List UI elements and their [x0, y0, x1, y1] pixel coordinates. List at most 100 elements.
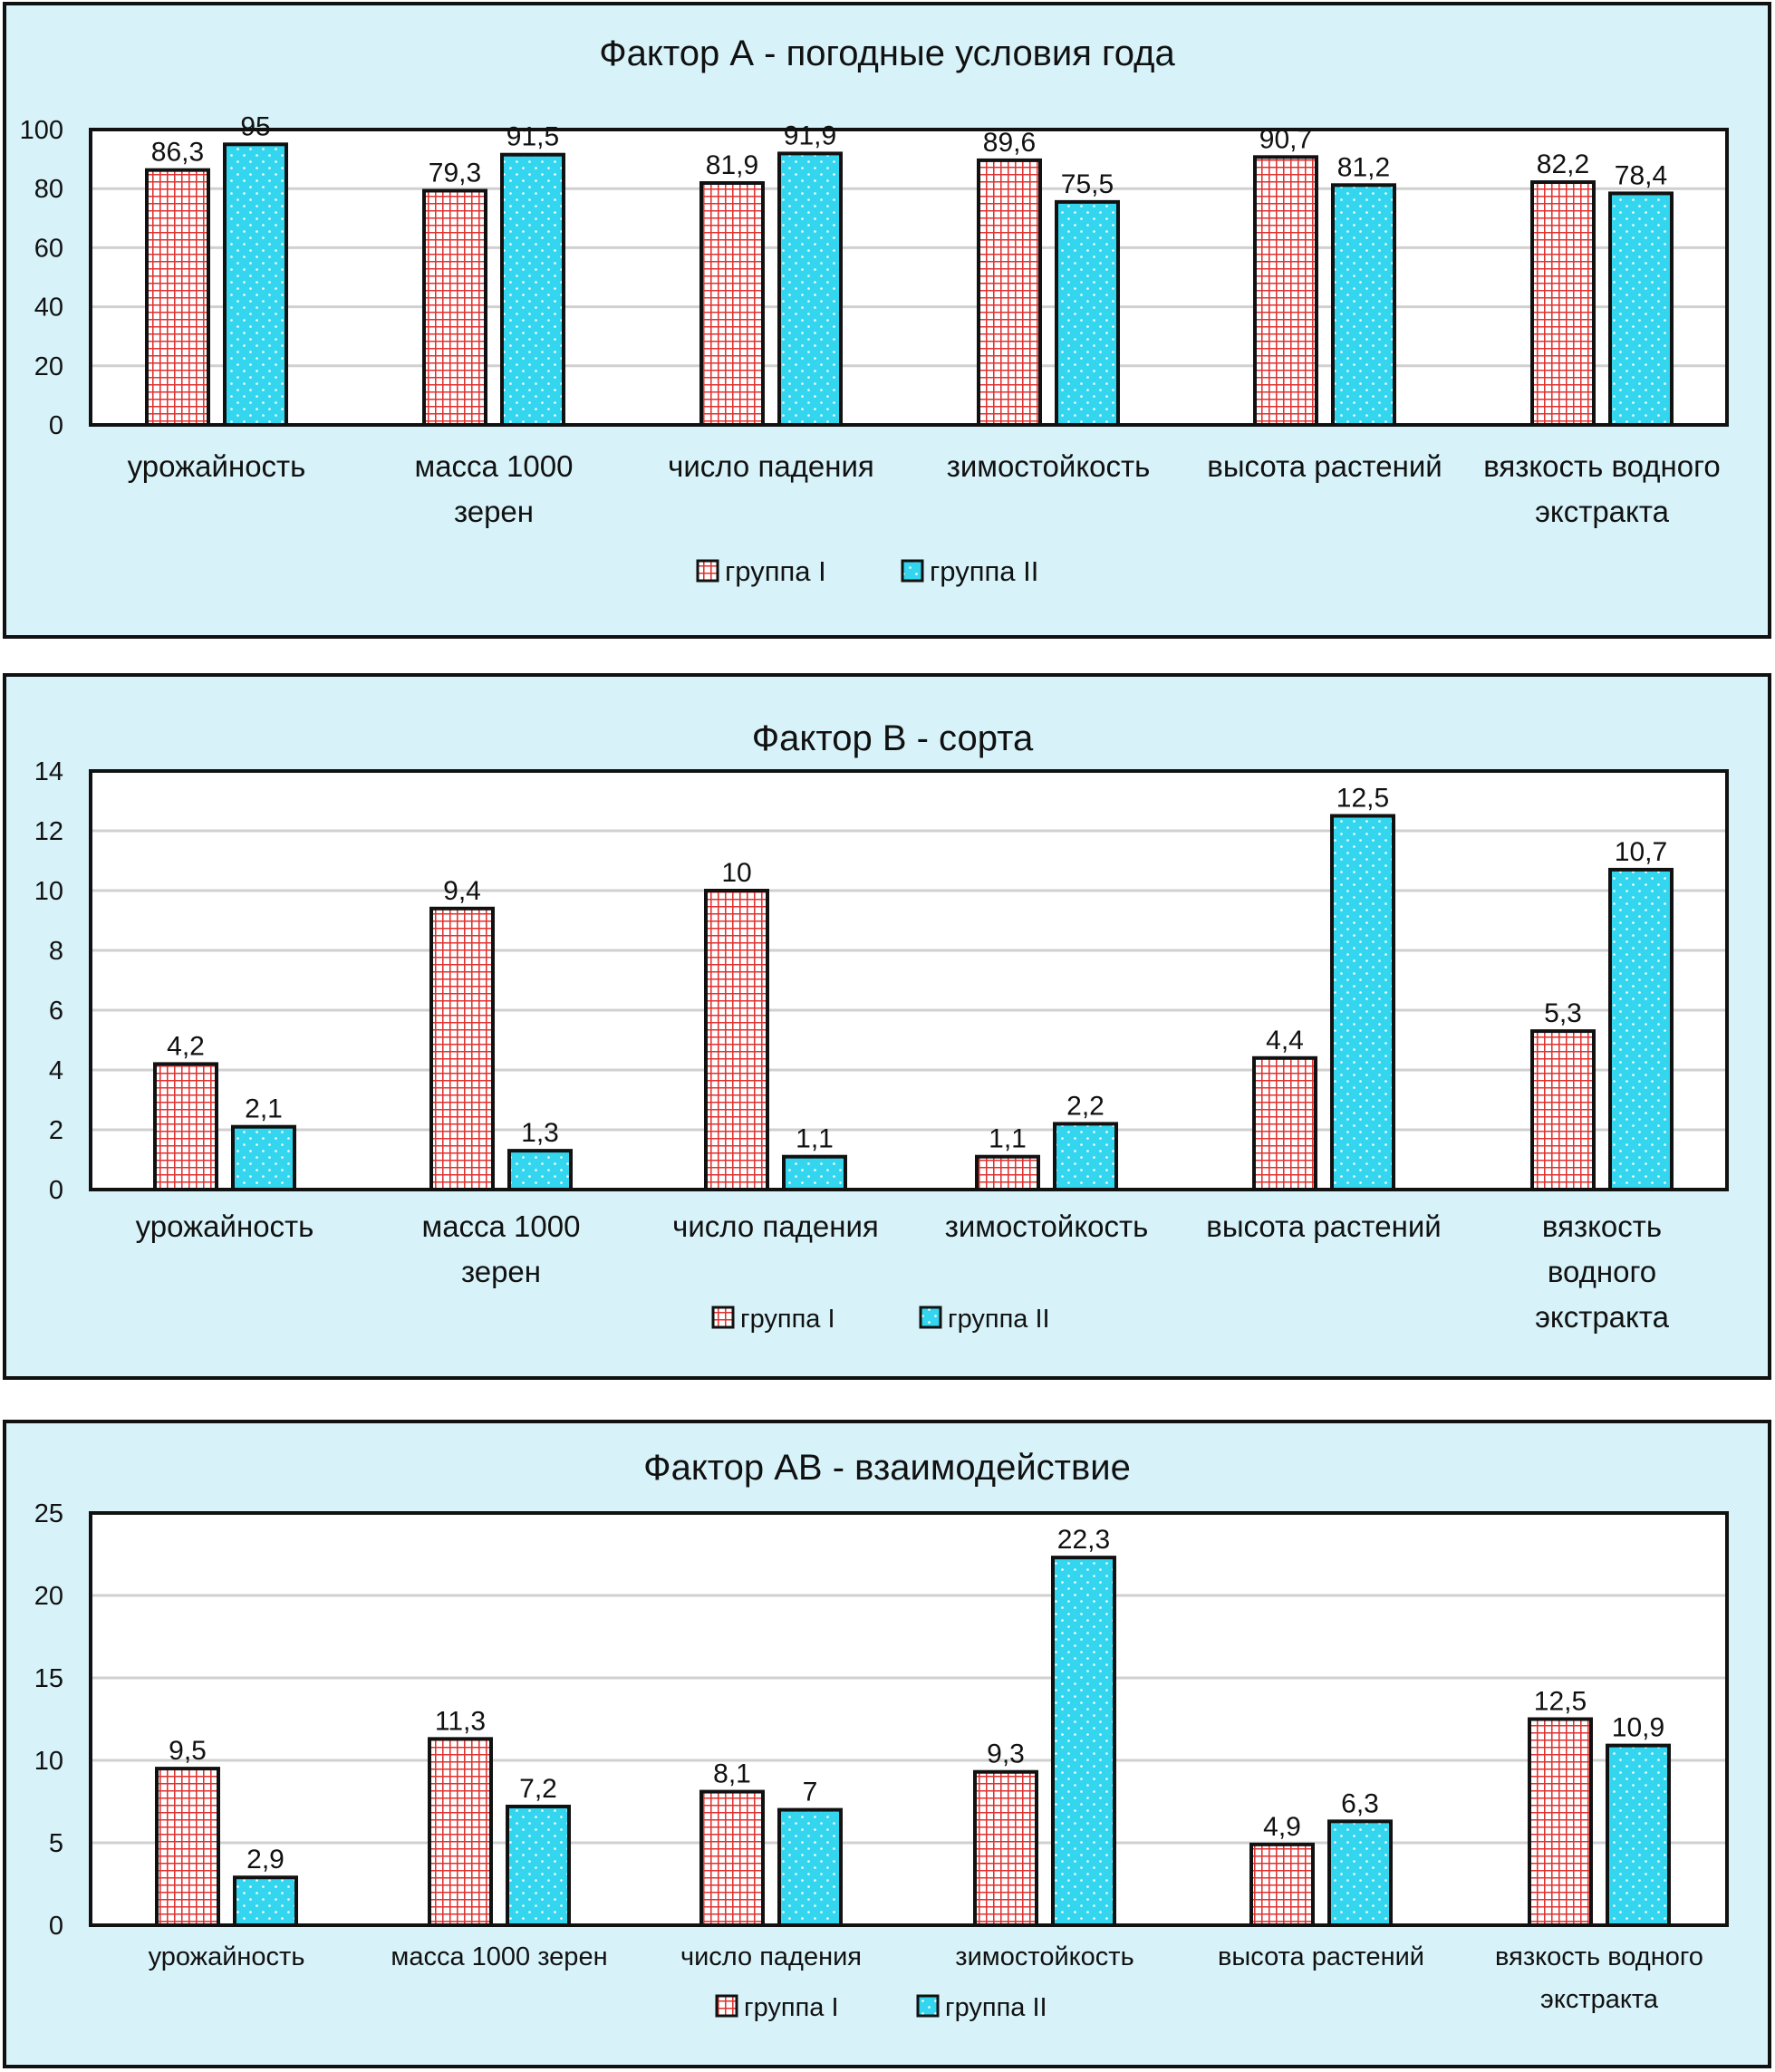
- data-label: 10,7: [1615, 837, 1667, 867]
- category-label: урожайность: [136, 1209, 314, 1243]
- legend-label: группа II: [945, 1993, 1047, 2022]
- bar-group-1: [704, 889, 769, 1191]
- legend-label: группа II: [930, 555, 1038, 587]
- y-tick-label: 10: [34, 1747, 63, 1776]
- legend-label: группа I: [740, 1305, 835, 1334]
- category-label: масса 1000: [422, 1209, 581, 1243]
- category-label: число падения: [680, 1942, 862, 1971]
- bar-group-1: [1249, 1842, 1315, 1927]
- data-label: 11,3: [435, 1706, 486, 1736]
- legend-swatch: [901, 559, 924, 583]
- bar-group-2: [231, 1124, 296, 1191]
- category-label: масса 1000: [415, 449, 574, 483]
- data-label: 1,1: [989, 1124, 1027, 1154]
- category-label: высота растений: [1218, 1942, 1424, 1971]
- legend-swatch: [696, 559, 719, 583]
- category-label: вязкость: [1542, 1209, 1662, 1243]
- bar-group-2: [777, 151, 843, 427]
- plot-border: [89, 1511, 1729, 1927]
- data-label: 10: [721, 858, 751, 888]
- bar-group-1: [699, 1789, 765, 1927]
- category-label: число падения: [672, 1209, 879, 1243]
- legend-label: группа I: [725, 555, 826, 587]
- legend-item-group-2: группа II: [901, 555, 1038, 587]
- y-tick-label: 0: [49, 1912, 63, 1941]
- data-label: 82,2: [1537, 149, 1589, 179]
- bar-group-2: [782, 1154, 847, 1191]
- data-label: 4,4: [1266, 1026, 1304, 1055]
- y-tick-label: 25: [34, 1499, 63, 1528]
- bar-group-1: [975, 1154, 1040, 1191]
- data-label: 2,2: [1066, 1091, 1105, 1121]
- bar-group-1: [1252, 1055, 1317, 1192]
- category-label: зимостойкость: [955, 1942, 1133, 1971]
- data-label: 1,3: [521, 1118, 559, 1148]
- y-tick-label: 40: [34, 294, 63, 323]
- legend-label: группа II: [948, 1305, 1050, 1334]
- bar-group-2: [1327, 1819, 1393, 1927]
- data-label: 22,3: [1057, 1525, 1110, 1555]
- y-tick-label: 2: [49, 1116, 63, 1145]
- y-tick-label: 4: [49, 1056, 63, 1085]
- category-label: водного: [1548, 1255, 1656, 1288]
- bar-group-1: [422, 188, 487, 427]
- bar-group-2: [1055, 199, 1120, 427]
- legend-swatch: [711, 1306, 735, 1329]
- data-label: 81,2: [1337, 152, 1390, 182]
- category-label: зимостойкость: [945, 1209, 1149, 1243]
- y-tick-label: 100: [20, 116, 63, 145]
- plot-area: [91, 771, 1727, 1190]
- y-tick-label: 20: [34, 352, 63, 381]
- category-label: зерен: [454, 495, 534, 528]
- y-tick-label: 10: [34, 877, 63, 906]
- legend-item-group-1: группа I: [715, 1993, 839, 2022]
- legend-item-group-2: группа II: [916, 1993, 1047, 2022]
- legend-item-group-2: группа II: [919, 1305, 1050, 1334]
- bar-group-1: [145, 168, 210, 428]
- data-label: 8,1: [713, 1759, 751, 1789]
- category-label: урожайность: [128, 449, 306, 483]
- category-label: масса 1000 зерен: [391, 1942, 607, 1971]
- legend-swatch: [715, 1994, 738, 2018]
- category-label: зимостойкость: [947, 449, 1151, 483]
- bar-group-1: [977, 158, 1042, 428]
- data-label: 5,3: [1544, 998, 1582, 1028]
- plot-area: [91, 130, 1727, 425]
- bar-group-2: [233, 1875, 298, 1927]
- bar-group-1: [428, 1737, 493, 1927]
- data-label: 2,1: [245, 1094, 283, 1124]
- data-label: 89,6: [983, 128, 1036, 158]
- bar-group-1: [1530, 180, 1596, 427]
- y-tick-label: 15: [34, 1664, 63, 1693]
- data-label: 9,3: [987, 1740, 1025, 1769]
- data-label: 12,5: [1534, 1687, 1587, 1717]
- legend-swatch: [919, 1306, 942, 1329]
- y-tick-label: 6: [49, 997, 63, 1026]
- data-label: 1,1: [796, 1124, 834, 1154]
- category-label: вязкость водного: [1483, 449, 1721, 483]
- bar-group-1: [155, 1767, 220, 1927]
- y-tick-label: 14: [34, 757, 63, 786]
- category-label: вязкость водного: [1495, 1942, 1703, 1971]
- bar-group-1: [1253, 155, 1318, 427]
- data-label: 7,2: [519, 1774, 557, 1804]
- data-label: 9,4: [443, 876, 481, 906]
- category-label: экстракта: [1540, 1985, 1659, 2014]
- data-label: 10,9: [1612, 1713, 1664, 1743]
- data-label: 91,9: [784, 120, 836, 150]
- category-label: экстракта: [1535, 1300, 1670, 1334]
- data-label: 81,9: [706, 150, 758, 180]
- data-label: 2,9: [246, 1845, 285, 1874]
- bar-group-2: [777, 1807, 843, 1927]
- bar-group-2: [1606, 1743, 1671, 1927]
- bar-group-2: [500, 152, 565, 428]
- bar-group-1: [699, 181, 765, 427]
- bar-group-1: [153, 1062, 218, 1192]
- bar-group-2: [1608, 867, 1674, 1192]
- y-tick-label: 0: [49, 411, 63, 440]
- category-label: экстракта: [1535, 495, 1670, 528]
- category-label: зерен: [461, 1255, 541, 1288]
- bar-group-2: [1053, 1122, 1118, 1192]
- chart-factor-a: Фактор А - погодные условия года 0 20 40 60 8…: [20, 34, 1729, 587]
- y-tick-label: 5: [49, 1829, 63, 1858]
